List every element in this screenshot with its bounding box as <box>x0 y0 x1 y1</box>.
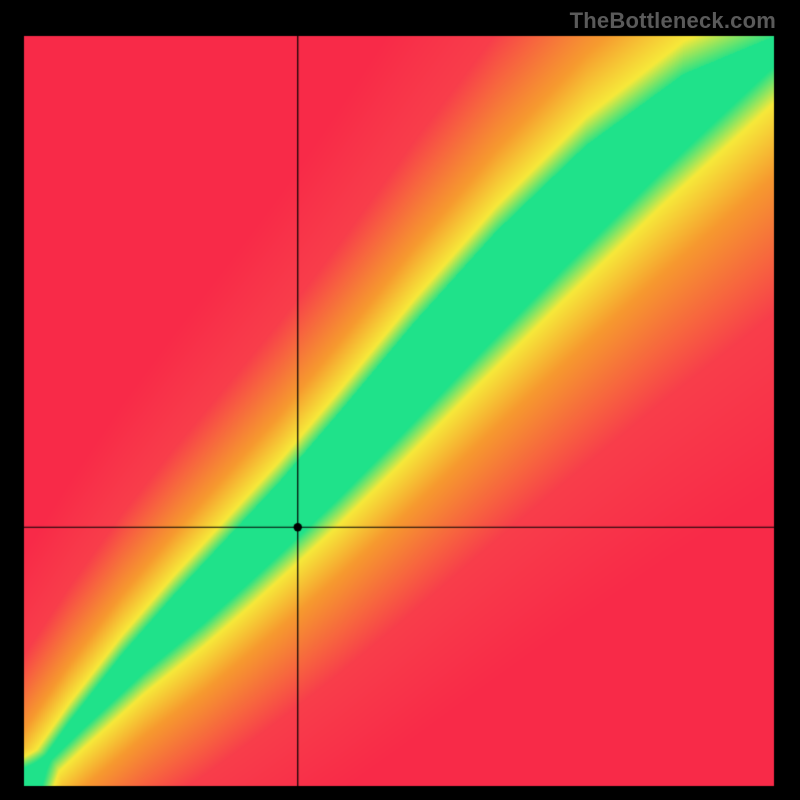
bottleneck-heatmap <box>0 0 800 800</box>
watermark-text: TheBottleneck.com <box>570 8 776 34</box>
